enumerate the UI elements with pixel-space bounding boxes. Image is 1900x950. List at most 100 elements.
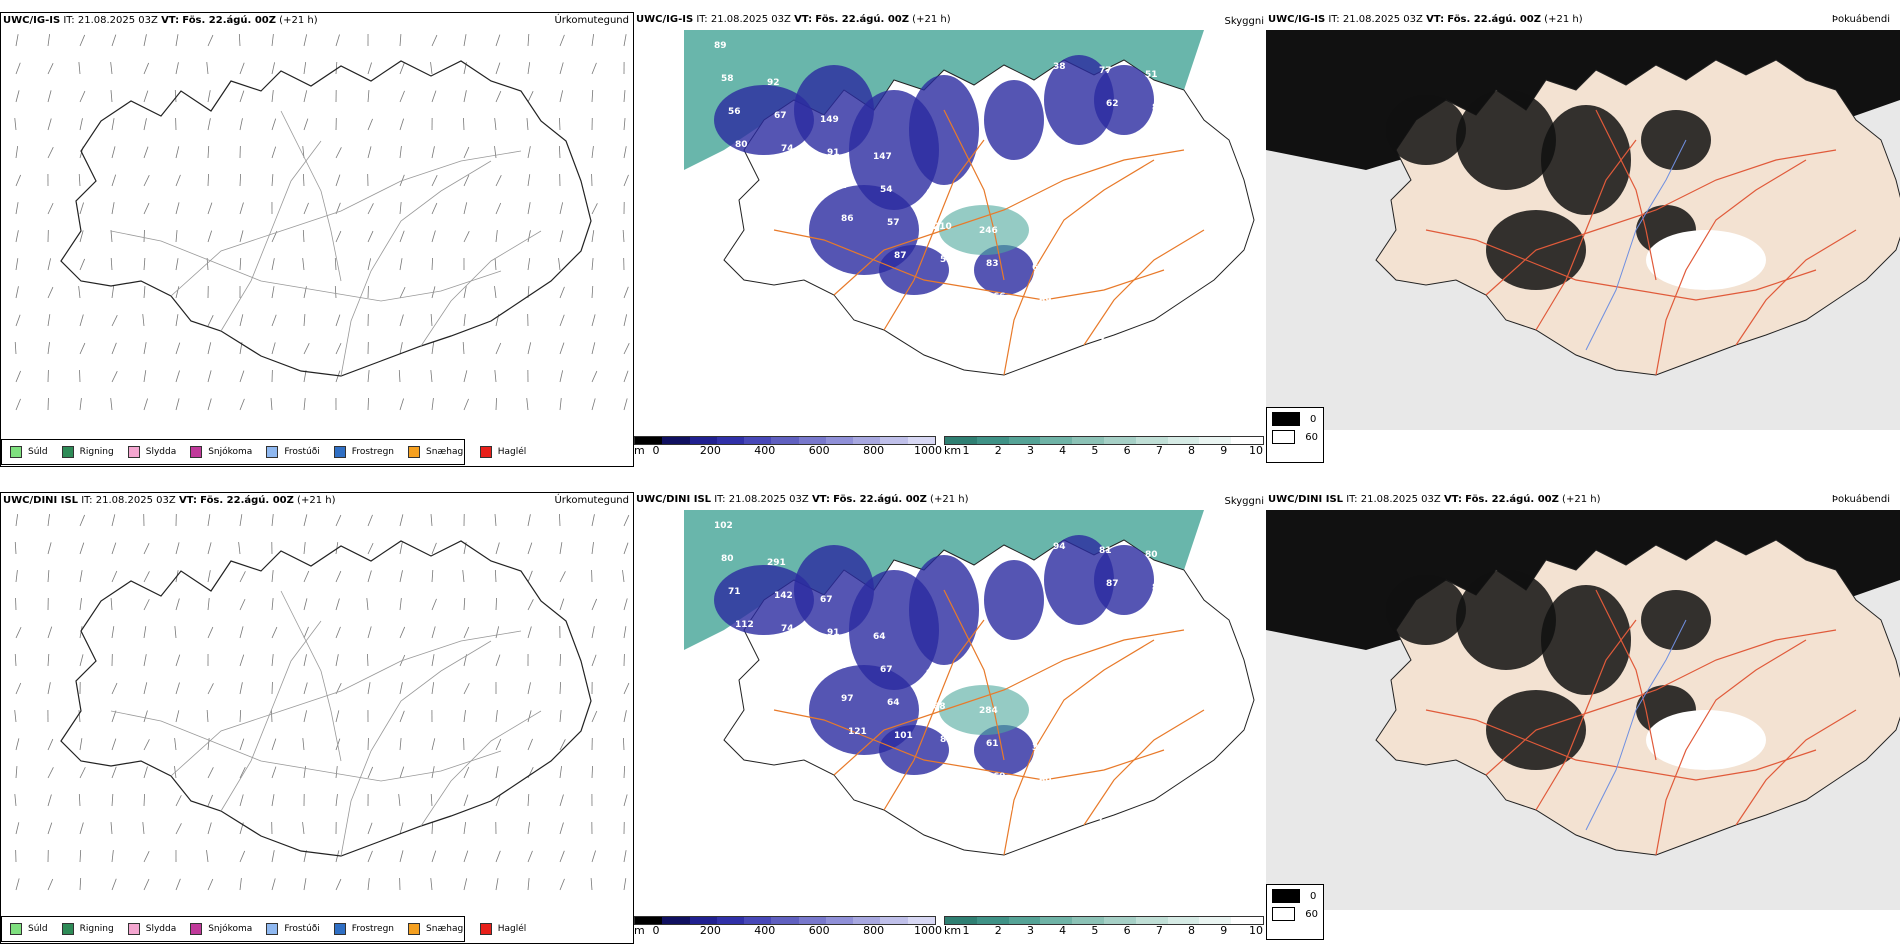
colorbar-tick: 8 [1188,924,1196,937]
colorbar-tick: 4 [1059,924,1067,937]
cloud-base-value-label: 74 [781,144,794,154]
legend-swatch [190,446,203,458]
cloud-base-value-label: 59 [742,173,755,183]
legend-swatch [10,446,22,458]
legend-swatch [266,923,279,935]
cloud-base-value-label: 54 [880,185,893,195]
fog-index-panel-1: UWC/IG-IS IT: 21.08.2025 03Z VT: Fös. 22… [1266,12,1900,465]
colorbar-tick: 10 [1249,444,1263,457]
cloud-base-colorbar: m 0 200 400 600 800 1000 [634,436,942,462]
precip-legend-item: Slydda [127,923,177,935]
legend-swatch [127,446,140,458]
colorbar-tick: 200 [699,924,721,937]
cloud-base-value-label: 83 [986,259,999,269]
cloud-base-value-label: 99 [1000,805,1013,815]
fog-legend: 0 60 [1266,407,1324,463]
colorbar-tick: 3 [1026,924,1034,937]
colorbar-tick: 1000 [914,444,942,457]
colorbar-tick: 200 [699,444,721,457]
cloud-base-value-label: 198 [1085,780,1104,790]
legend-swatch [1272,430,1296,444]
fog-index-map [1266,30,1900,430]
visibility-colorbar: km 1 2 3 4 5 6 7 8 9 10 [944,436,1264,462]
cloud-base-value-label: 112 [735,620,754,630]
panel-header: UWC/DINI ISL IT: 21.08.2025 03Z VT: Fös.… [3,495,336,506]
cloud-base-value-label: 130 [926,189,945,199]
colorbar-tick: 3 [1026,444,1034,457]
cloud-base-value-label: 71 [947,768,960,778]
legend-label: Rigning [79,924,114,934]
legend-label: Haglél [497,447,527,457]
cloud-base-value-label: 120 [947,288,966,298]
fog-legend-item: 60 [1272,430,1318,444]
colorbar-tick: 1 [962,924,970,937]
legend-swatch [127,923,140,935]
legend-label: 60 [1305,908,1318,920]
colorbar-tick: 8 [1188,444,1196,457]
legend-label: Slydda [145,924,177,934]
cloud-base-value-label: 149 [820,115,839,125]
cloud-base-value-label: 57 [887,218,900,228]
cloud-base-visibility-map: 102 291 67 64 227 284 335 198 71 80 142 91 67 68 61 60 6… [684,510,1255,856]
cloud-base-value-label: 335 [1032,743,1051,753]
precip-type-map [14,513,630,891]
cloud-base-value-label: 118 [1085,300,1104,310]
cloud-base-value-label: 87 [894,251,907,261]
legend-label: Snjókoma [208,924,253,934]
cloud-base-value-label: 64 [873,632,886,642]
legend-label: 0 [1310,890,1317,902]
cloud-base-value-label: 74 [781,624,794,634]
panel-title: Úrkomutegund [554,495,629,506]
colorbar-gradient [634,436,936,445]
fog-legend: 0 60 [1266,884,1324,940]
precip-type-map [14,33,630,411]
cloud-base-value-label: 121 [848,727,867,737]
cloud-base-value-label: 64 [1138,337,1151,347]
cloud-base-value-label: 77 [1099,66,1112,76]
cloud-base-value-label: 91 [827,628,840,638]
cloud-base-value-label: 246 [979,226,998,236]
colorbar-unit: m [634,924,645,937]
cloud-base-value-label: 80 [721,554,734,564]
cloud-base-value-label: 102 [714,521,733,531]
legend-label: Súld [28,447,48,457]
panel-header: UWC/IG-IS IT: 21.08.2025 03Z VT: Fös. 22… [3,15,318,26]
precip-legend-item: Súld [10,923,48,935]
cloud-base-value-label: 72 [742,653,755,663]
precip-legend-item: Frostúði [266,446,320,458]
legend-swatch [1272,889,1300,903]
legend-label: 0 [1310,413,1317,425]
legend-label: Snæhagl [426,447,466,457]
legend-swatch [1272,907,1296,921]
legend-swatch [408,446,421,458]
colorbar-tick: 600 [808,924,830,937]
colorbar-tick: 9 [1220,444,1228,457]
legend-swatch [10,923,22,935]
cloud-base-value-label: 69 [993,772,1006,782]
fog-legend-item: 60 [1272,907,1318,921]
colorbar-unit: km [944,444,962,457]
colorbar-tick: 600 [808,444,830,457]
cloud-base-value-label: 147 [873,152,892,162]
cloud-base-value-label: 61 [986,739,999,749]
cloud-base-value-label: 71 [1138,817,1151,827]
cloud-base-value-label: 85 [1152,583,1165,593]
cloud-base-value-label: 86 [841,214,854,224]
precip-type-panel-1: UWC/IG-IS IT: 21.08.2025 03Z VT: Fös. 22… [0,12,634,467]
cloud-base-value-label: 80 [735,140,748,150]
legend-label: Slydda [145,447,177,457]
cloud-base-value-label: 210 [933,222,952,232]
colorbar-tick: 1000 [914,924,942,937]
precip-legend-item: Haglél [479,923,526,935]
cloud-base-value-label: 69 [1039,296,1052,306]
legend-swatch [190,923,203,935]
colorbar-tick: 2 [994,444,1002,457]
panel-title: Þokuábendi [1831,494,1890,505]
legend-label: Frostúði [284,924,320,934]
precip-legend-item: Snjókoma [190,446,252,458]
legend-label: Frostregn [351,924,395,934]
panel-header: UWC/DINI ISL IT: 21.08.2025 03Z VT: Fös.… [1268,494,1601,505]
cloud-base-value-label: 54 [834,661,847,671]
legend-swatch [61,923,74,935]
precip-legend-item: Frostregn [333,446,394,458]
